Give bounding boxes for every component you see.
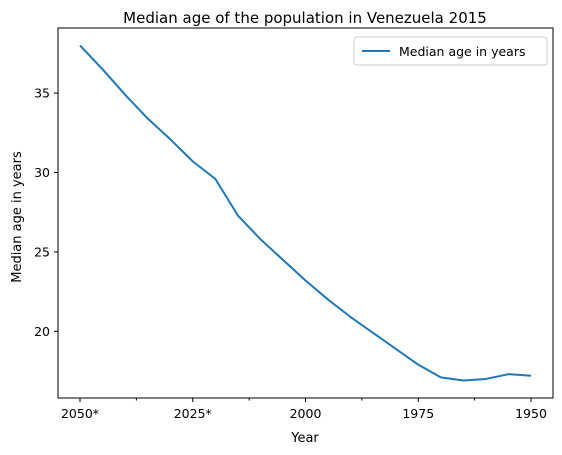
legend-label: Median age in years <box>399 44 525 59</box>
x-tick-label: 2025* <box>174 406 212 421</box>
x-axis: 2050* 2025* 2000 1975 1950 <box>61 398 547 421</box>
y-axis: 20 25 30 35 <box>34 86 58 339</box>
x-tick-label: 2050* <box>61 406 99 421</box>
y-tick-label: 35 <box>34 86 50 101</box>
axes-frame <box>57 27 554 399</box>
x-axis-label: Year <box>290 431 319 446</box>
y-tick-label: 30 <box>34 165 50 180</box>
y-tick-label: 20 <box>34 324 50 339</box>
x-tick-label: 1975 <box>402 406 434 421</box>
y-tick-label: 25 <box>34 244 50 259</box>
plot-area <box>79 44 532 382</box>
series-line <box>79 44 532 382</box>
y-axis-label: Median age in years <box>10 151 25 283</box>
chart-title: Median age of the population in Venezuel… <box>123 9 487 27</box>
x-tick-label: 1950 <box>515 406 547 421</box>
legend: Median age in years <box>353 36 548 66</box>
x-tick-label: 2000 <box>290 406 322 421</box>
legend-box <box>353 36 548 66</box>
